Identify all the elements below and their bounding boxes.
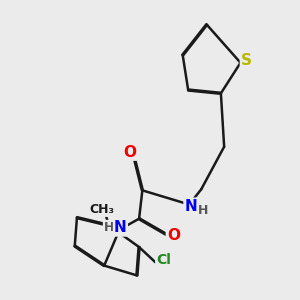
Text: O: O (123, 145, 136, 160)
Text: CH₃: CH₃ (89, 203, 114, 216)
Text: H: H (104, 221, 114, 234)
Text: H: H (198, 204, 208, 217)
Text: O: O (167, 228, 180, 243)
Text: N: N (184, 199, 197, 214)
Text: S: S (241, 52, 252, 68)
Text: Cl: Cl (156, 253, 171, 267)
Text: N: N (114, 220, 127, 236)
